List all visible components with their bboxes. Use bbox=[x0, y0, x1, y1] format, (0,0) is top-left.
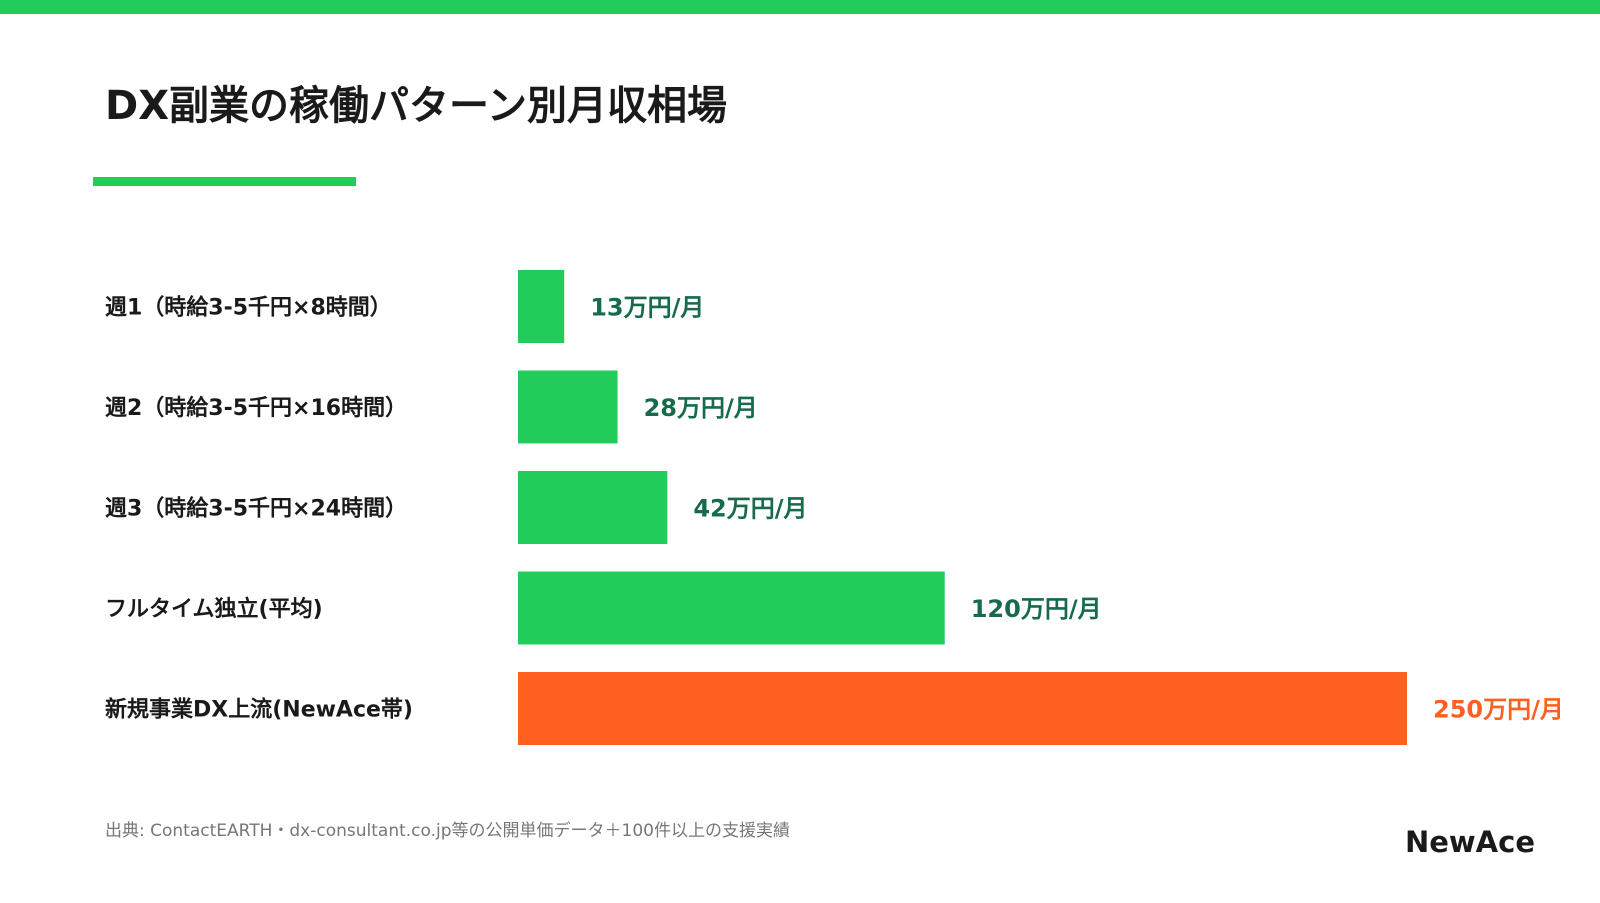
value-label: 13万円/月 bbox=[590, 294, 704, 322]
bar bbox=[518, 270, 565, 343]
bar bbox=[518, 672, 1407, 745]
category-label: フルタイム独立(平均) bbox=[105, 596, 323, 622]
value-label: 28万円/月 bbox=[644, 394, 758, 422]
category-label: 週3（時給3-5千円×24時間） bbox=[105, 496, 407, 522]
category-label: 週1（時給3-5千円×8時間） bbox=[105, 295, 392, 321]
bar bbox=[518, 571, 945, 645]
category-label: 新規事業DX上流(NewAce帯) bbox=[105, 697, 413, 723]
source: 出典: ContactEARTH・dx-consultant.co.jp等の公開… bbox=[105, 820, 790, 841]
top-band bbox=[0, 0, 1600, 14]
value-label: 250万円/月 bbox=[1433, 696, 1564, 724]
bar bbox=[518, 471, 668, 544]
bar bbox=[518, 370, 618, 444]
category-label: 週2（時給3-5千円×16時間） bbox=[105, 395, 407, 421]
value-label: 120万円/月 bbox=[971, 595, 1102, 623]
chart-title: DX副業の稼働パターン別月収相場 bbox=[105, 83, 727, 129]
title-underline bbox=[93, 177, 356, 186]
logo: NewAce bbox=[1405, 825, 1535, 859]
value-label: 42万円/月 bbox=[693, 495, 807, 523]
